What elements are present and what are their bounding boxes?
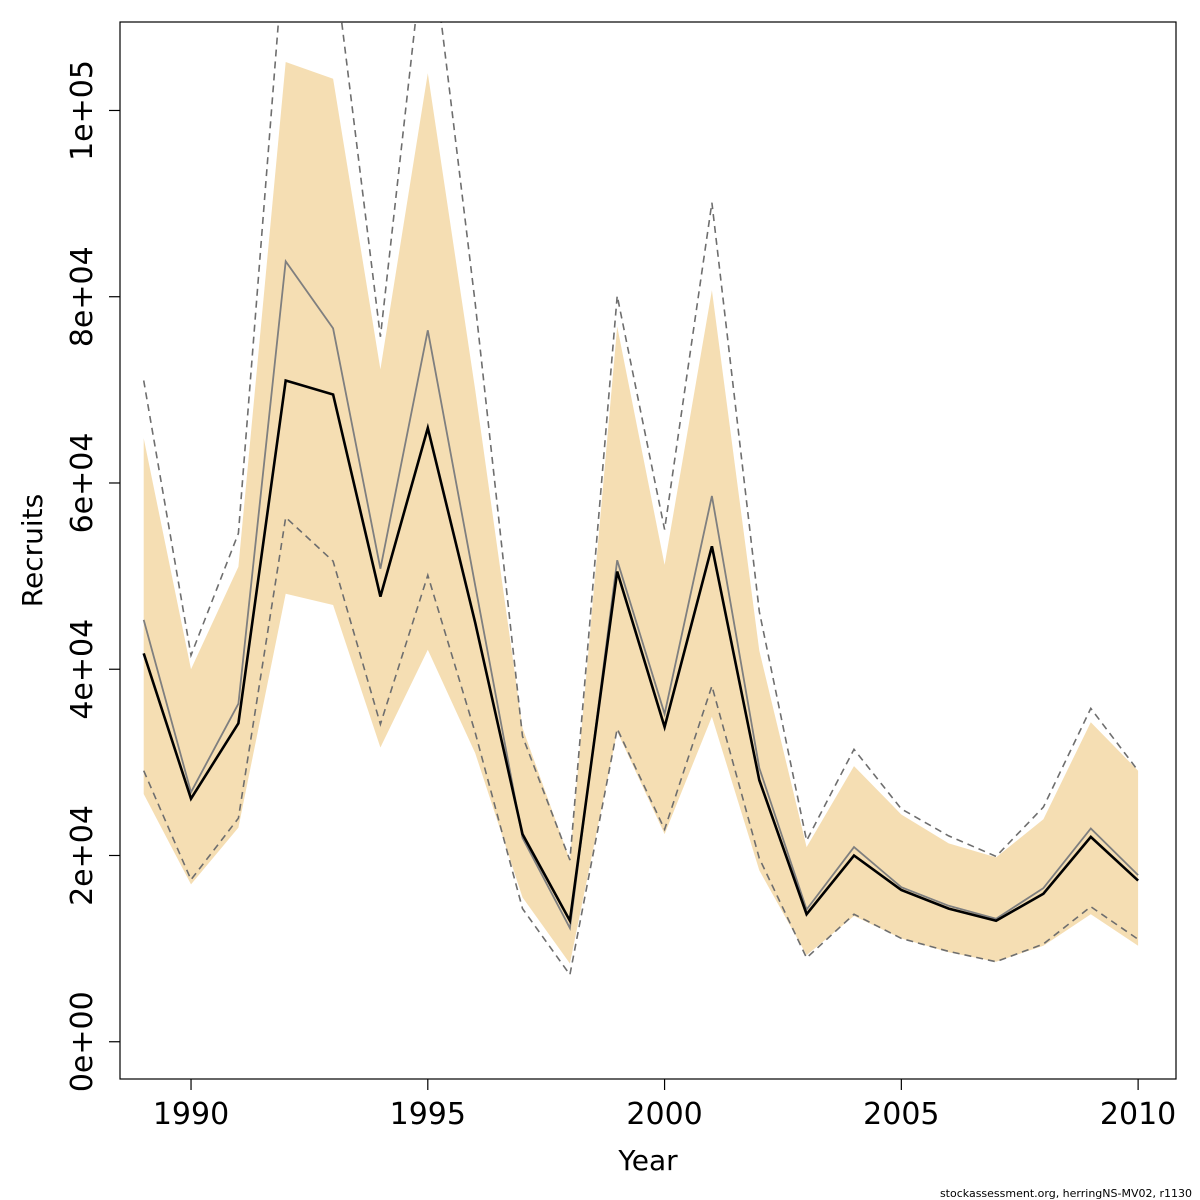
footer-credit: stockassessment.org, herringNS-MV02, r11…: [940, 1187, 1192, 1200]
x-axis-title: Year: [617, 1144, 678, 1177]
x-tick-label: 1995: [390, 1097, 466, 1132]
x-tick-label: 2010: [1100, 1097, 1176, 1132]
confidence-band: [143, 62, 1139, 964]
y-tick-label: 1e+05: [65, 60, 100, 161]
y-tick-label: 2e+04: [65, 805, 100, 906]
plot-frame: [119, 21, 1177, 1080]
median-line: [142, 258, 1139, 932]
x-tick-label: 1990: [153, 1097, 229, 1132]
y-tick-label: 4e+04: [65, 619, 100, 720]
confidence-band-layer: [143, 62, 1139, 964]
x-tick-label: 2005: [863, 1097, 939, 1132]
estimate-line: [142, 378, 1139, 925]
y-tick-label: 6e+04: [65, 433, 100, 534]
x-tick-label: 2000: [626, 1097, 702, 1132]
series-lines-layer: [142, 22, 1139, 977]
lower-dashed-line: [142, 515, 1139, 977]
y-tick-label: 0e+00: [65, 991, 100, 1092]
y-axis-title: Recruits: [16, 494, 49, 607]
y-tick-label: 8e+04: [65, 246, 100, 347]
axes-layer: 1990 1995 2000 2005 2010 0e+00 2e+04 4e+04 6e+04…: [65, 60, 1176, 1132]
upper-dashed-line: [142, 22, 1139, 861]
